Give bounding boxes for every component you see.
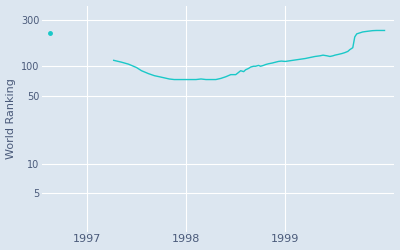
- Y-axis label: World Ranking: World Ranking: [6, 78, 16, 159]
